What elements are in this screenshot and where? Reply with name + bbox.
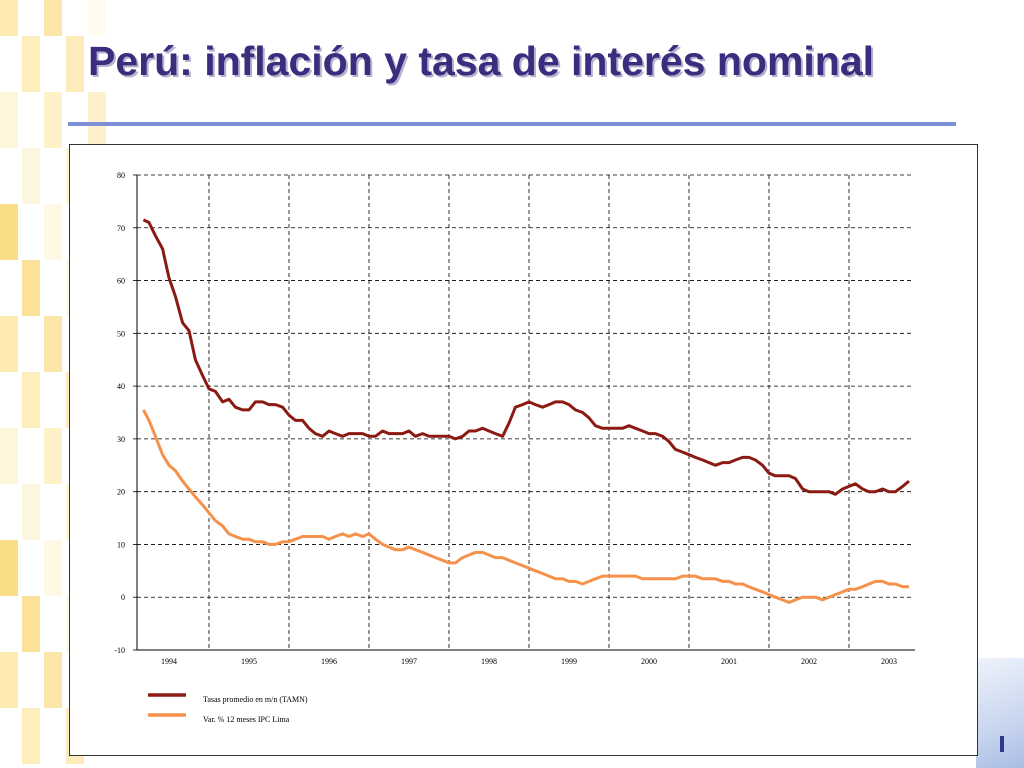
legend-label-1: Tasas promedio en m/n (TAMN) <box>203 695 308 704</box>
deco-square <box>44 204 62 260</box>
x-tick-label: 1996 <box>321 657 337 666</box>
x-tick-label: 2003 <box>881 657 897 666</box>
deco-square <box>22 484 40 540</box>
chart-series <box>142 218 910 604</box>
deco-square <box>22 260 40 316</box>
deco-square <box>22 36 40 92</box>
deco-square <box>22 372 40 428</box>
y-tick-label: 40 <box>117 382 125 391</box>
deco-square <box>44 0 62 36</box>
deco-square <box>44 428 62 484</box>
y-axis-ticks: -10 0 10 20 30 40 50 60 70 80 <box>114 171 125 655</box>
y-tick-label: 80 <box>117 171 125 180</box>
deco-square <box>0 92 18 148</box>
deco-square <box>44 652 62 708</box>
deco-square <box>22 596 40 652</box>
y-tick-label: 60 <box>117 277 125 286</box>
deco-square <box>0 0 18 36</box>
y-tick-label: 50 <box>117 329 125 338</box>
y-tick-label: -10 <box>114 646 125 655</box>
deco-square <box>0 540 18 596</box>
deco-square <box>0 652 18 708</box>
x-tick-label: 1997 <box>401 657 417 666</box>
slide-number-mark <box>1000 736 1004 752</box>
chart-axes <box>133 174 915 651</box>
slide-title: Perú: inflación y tasa de interés nomina… <box>88 38 875 84</box>
x-tick-label: 2001 <box>721 657 737 666</box>
y-tick-label: 20 <box>117 488 125 497</box>
legend-label-2: Var. % 12 meses IPC Lima <box>203 715 290 724</box>
deco-square <box>44 540 62 596</box>
deco-square <box>88 0 106 36</box>
y-tick-label: 70 <box>117 224 125 233</box>
x-tick-label: 1998 <box>481 657 497 666</box>
y-tick-label: 30 <box>117 435 125 444</box>
x-tick-label: 2002 <box>801 657 817 666</box>
x-tick-label: 1995 <box>241 657 257 666</box>
deco-square <box>0 428 18 484</box>
x-tick-label: 1994 <box>161 657 177 666</box>
x-axis-ticks: 1994 1995 1996 1997 1998 1999 2000 2001 2002 2003 <box>161 657 897 666</box>
x-tick-label: 2000 <box>641 657 657 666</box>
series-line-1 <box>142 218 910 496</box>
deco-square <box>0 316 18 372</box>
chart-legend: Tasas promedio en m/n (TAMN) Var. % 12 me… <box>148 693 308 724</box>
series-line-2 <box>142 409 909 604</box>
deco-square <box>22 708 40 764</box>
chart-frame: -10 0 10 20 30 40 50 60 70 80 1994 1995 1996 1997 199… <box>69 144 978 756</box>
title-underline <box>68 122 956 126</box>
deco-square <box>0 204 18 260</box>
x-tick-label: 1999 <box>561 657 577 666</box>
deco-square <box>88 92 106 148</box>
deco-square <box>44 316 62 372</box>
deco-square <box>66 36 84 92</box>
deco-square <box>44 92 62 148</box>
chart-grid <box>137 174 913 650</box>
y-tick-label: 10 <box>117 540 125 549</box>
deco-square <box>22 148 40 204</box>
y-tick-label: 0 <box>121 593 125 602</box>
